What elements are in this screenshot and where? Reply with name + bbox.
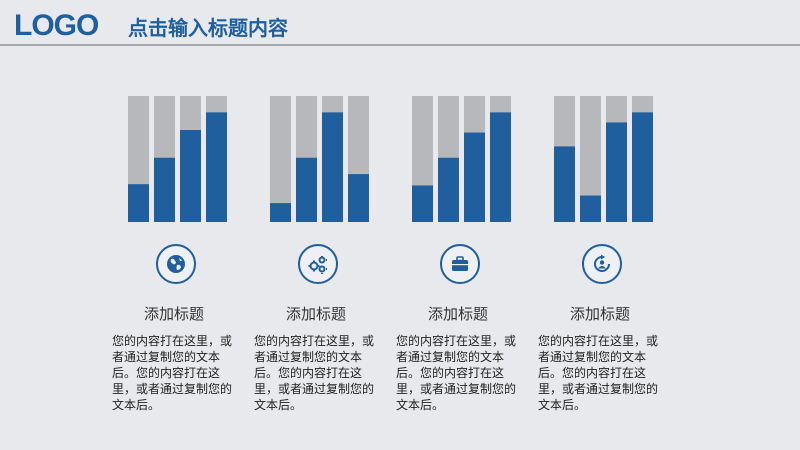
globe-icon bbox=[156, 244, 196, 284]
briefcase-icon bbox=[440, 244, 480, 284]
bar-2[interactable] bbox=[438, 157, 459, 222]
panel-body[interactable]: 您的内容打在这里，或者通过复制您的文本后。您的内容打在这里，或者通过复制您的文本… bbox=[538, 334, 659, 412]
bar-3[interactable] bbox=[180, 130, 201, 222]
page-title[interactable]: 点击输入标题内容 bbox=[128, 16, 288, 40]
bar-3[interactable] bbox=[322, 112, 343, 222]
panel-body[interactable]: 您的内容打在这里，或者通过复制您的文本后。您的内容打在这里，或者通过复制您的文本… bbox=[254, 334, 375, 412]
bar-chart-2 bbox=[270, 96, 369, 222]
bar-3[interactable] bbox=[464, 132, 485, 222]
panel-heading[interactable]: 添加标题 bbox=[143, 305, 204, 323]
panel-heading[interactable]: 添加标题 bbox=[285, 305, 346, 323]
panel-heading[interactable]: 添加标题 bbox=[427, 305, 488, 323]
bar-4[interactable] bbox=[348, 174, 369, 222]
bar-chart-1 bbox=[128, 96, 227, 222]
header: LOGO 点击输入标题内容 bbox=[0, 0, 800, 46]
bar-2[interactable] bbox=[154, 157, 175, 222]
panel-body[interactable]: 您的内容打在这里，或者通过复制您的文本后。您的内容打在这里，或者通过复制您的文本… bbox=[396, 334, 517, 412]
bar-track bbox=[580, 96, 601, 222]
bar-track bbox=[270, 96, 291, 222]
bar-chart-4 bbox=[554, 96, 653, 222]
bar-4[interactable] bbox=[206, 112, 227, 222]
bar-1[interactable] bbox=[270, 203, 291, 222]
panel-4: 添加标题 您的内容打在这里，或者通过复制您的文本后。您的内容打在这里，或者通过复… bbox=[538, 0, 678, 450]
panel-3: 添加标题 您的内容打在这里，或者通过复制您的文本后。您的内容打在这里，或者通过复… bbox=[396, 0, 536, 450]
gears-icon bbox=[298, 244, 338, 284]
bar-1[interactable] bbox=[554, 146, 575, 222]
panel-1: 添加标题 您的内容打在这里，或者通过复制您的文本后。您的内容打在这里，或者通过复… bbox=[112, 0, 252, 450]
bar-chart-3 bbox=[412, 96, 511, 222]
bar-4[interactable] bbox=[490, 112, 511, 222]
panel-body[interactable]: 您的内容打在这里，或者通过复制您的文本后。您的内容打在这里，或者通过复制您的文本… bbox=[112, 334, 233, 412]
bar-1[interactable] bbox=[128, 184, 149, 222]
refresh-user-icon bbox=[582, 244, 622, 284]
panel-2: 添加标题 您的内容打在这里，或者通过复制您的文本后。您的内容打在这里，或者通过复… bbox=[254, 0, 394, 450]
header-divider bbox=[0, 44, 800, 46]
bar-2[interactable] bbox=[296, 157, 317, 222]
bar-2[interactable] bbox=[580, 195, 601, 222]
panel-heading[interactable]: 添加标题 bbox=[569, 305, 630, 323]
bar-3[interactable] bbox=[606, 122, 627, 222]
logo: LOGO bbox=[14, 9, 99, 42]
bar-4[interactable] bbox=[632, 112, 653, 222]
bar-1[interactable] bbox=[412, 185, 433, 222]
